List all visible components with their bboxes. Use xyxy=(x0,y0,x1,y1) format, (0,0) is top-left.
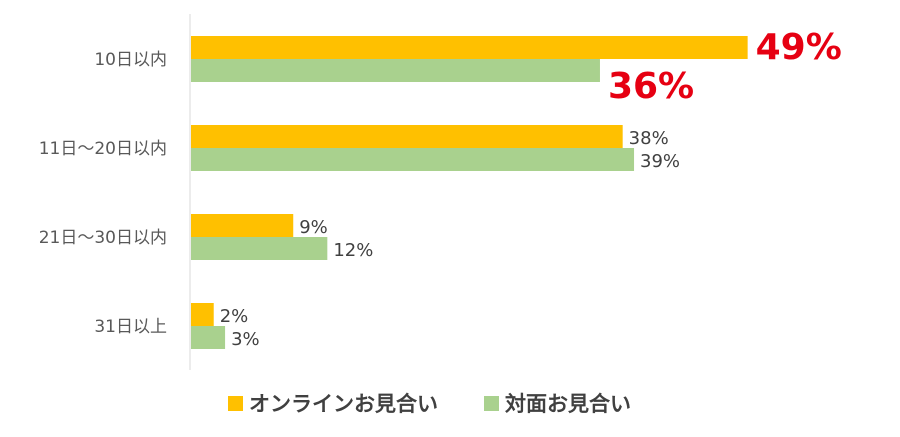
legend-swatch-in-person xyxy=(484,395,499,411)
legend-label-in-person: 対面お見合い xyxy=(505,392,631,416)
value-label-in-person: 39% xyxy=(640,151,680,172)
category-label: 21日～30日以内 xyxy=(39,228,167,248)
legend-item-online: オンラインお見合い xyxy=(228,388,438,418)
legend: オンラインお見合い 対面お見合い xyxy=(228,388,677,418)
value-label-in-person: 3% xyxy=(231,329,260,350)
bar-online xyxy=(191,36,748,59)
category-labels: 10日以内 11日～20日以内 21日～30日以内 31日以上 xyxy=(39,50,167,337)
value-label-online: 9% xyxy=(299,217,328,238)
bar-online xyxy=(191,125,623,148)
bar-in-person xyxy=(191,326,226,349)
category-label: 11日～20日以内 xyxy=(39,139,167,159)
value-label-online: 49% xyxy=(756,27,842,68)
bar-in-person xyxy=(191,237,328,260)
value-label-online: 38% xyxy=(629,128,669,149)
category-label: 10日以内 xyxy=(94,50,167,70)
bar-online xyxy=(191,214,294,237)
category-label: 31日以上 xyxy=(94,317,167,337)
value-label-online: 2% xyxy=(220,306,249,327)
value-label-in-person: 12% xyxy=(333,240,373,261)
legend-item-in-person: 対面お見合い xyxy=(484,388,631,418)
legend-swatch-online xyxy=(228,395,243,411)
legend-label-online: オンラインお見合い xyxy=(249,392,438,416)
bars xyxy=(191,36,748,349)
value-label-in-person: 36% xyxy=(608,66,694,107)
value-labels: 49% 36% 38%39% 9%12% 2%3% xyxy=(220,27,842,350)
bar-online xyxy=(191,303,214,326)
bar-in-person xyxy=(191,148,635,171)
bar-in-person xyxy=(191,59,600,82)
